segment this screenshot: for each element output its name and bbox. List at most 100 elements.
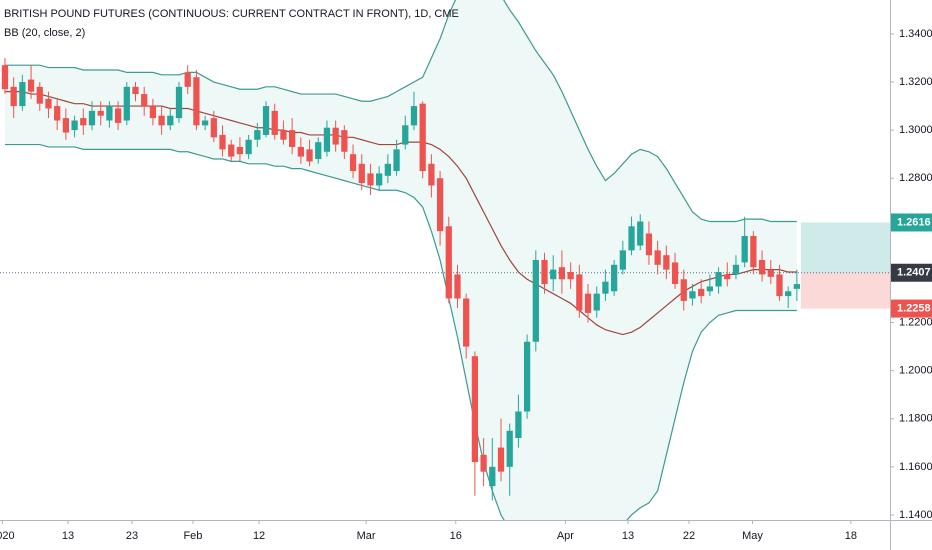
y-tick-label: 1.2200 [899, 316, 932, 328]
loss-zone [800, 272, 890, 309]
candle-body [19, 82, 26, 107]
candle-body [741, 235, 748, 263]
candle-body [602, 281, 609, 294]
candle-body [193, 77, 200, 126]
candle-body [132, 86, 139, 95]
x-tick-label: 12 [253, 530, 265, 542]
candle-body [724, 274, 731, 280]
price-label: 1.2407 [897, 267, 931, 279]
price-label-box [891, 213, 932, 232]
y-tick-label: 1.2800 [899, 172, 932, 184]
candle-body [785, 291, 792, 297]
x-tick-label: 23 [126, 530, 138, 542]
x-tick-label: 13 [622, 530, 634, 542]
candle-body [10, 86, 17, 107]
plot-area [0, 0, 890, 520]
candle-body [680, 279, 687, 301]
candle-body [280, 130, 287, 140]
y-tick-label: 1.1400 [899, 509, 932, 521]
bb-middle [4, 91, 797, 336]
candle-body [175, 86, 183, 119]
candle-body [593, 293, 600, 311]
candle-body [219, 134, 226, 150]
candle-body [619, 250, 626, 270]
candle-body [80, 118, 87, 126]
price-label-box [891, 263, 932, 282]
y-tick-label: 1.1600 [899, 461, 932, 473]
candle-body [245, 139, 252, 155]
candle-body [384, 163, 392, 176]
candle-body [289, 130, 296, 147]
candle-body [523, 341, 531, 412]
candle-body [567, 272, 574, 280]
candle-body [123, 86, 130, 121]
candle-body [558, 267, 566, 280]
x-tick-label: 2020 [0, 530, 15, 542]
candle-body [758, 260, 766, 275]
candle-body [141, 94, 148, 107]
candle-body [27, 79, 35, 92]
candle-body [1, 65, 9, 90]
bb-lower [4, 143, 797, 520]
indicator-label: BB (20, close, 2) [4, 27, 85, 39]
candle-body [671, 262, 679, 285]
candle-body [654, 250, 661, 265]
candle-body [88, 110, 96, 126]
candle-body [45, 98, 52, 109]
candle-body [689, 291, 696, 299]
candle-body [436, 178, 444, 232]
candle-body [323, 127, 331, 152]
x-tick-label: 22 [683, 530, 695, 542]
candle-body [663, 255, 670, 270]
candle-body [776, 274, 783, 297]
candle-body [767, 269, 774, 277]
candle-body [706, 286, 713, 292]
candle-body [532, 260, 539, 342]
candle-body [489, 466, 496, 487]
candle-body [698, 288, 705, 297]
candle-body [732, 264, 740, 275]
candle-body [228, 144, 235, 157]
candle-body [36, 86, 43, 104]
candle-body [332, 127, 339, 145]
price-label: 1.2616 [897, 216, 931, 228]
candle-body [454, 274, 461, 299]
candle-body [463, 298, 470, 347]
candle-body [637, 221, 644, 246]
candle-body [410, 106, 418, 126]
profit-zone [800, 222, 890, 273]
candle-body [445, 226, 452, 299]
price-label: 1.2258 [897, 302, 931, 314]
x-tick-label: Feb [183, 530, 202, 542]
candle-body [376, 173, 383, 186]
candle-body [62, 118, 70, 133]
candle-body [167, 115, 174, 126]
x-tick-label: 18 [845, 530, 857, 542]
candle-body [210, 118, 217, 138]
candle-body [402, 125, 409, 145]
candle-body [750, 235, 757, 268]
candle-body [315, 142, 322, 159]
band-fill [4, 0, 797, 520]
y-tick-label: 1.1800 [899, 413, 932, 425]
candle-body [584, 293, 592, 313]
x-tick-label: Apr [557, 530, 574, 542]
candle-body [793, 284, 801, 289]
candle-body [114, 108, 122, 123]
candle-body [158, 115, 165, 126]
candle-body [297, 146, 304, 157]
candle-body [576, 274, 583, 311]
candle-body [610, 264, 618, 292]
chart-title: BRITISH POUND FUTURES (CONTINUOUS: CURRE… [4, 8, 459, 20]
candle-body [106, 106, 113, 121]
candle-body [271, 110, 278, 135]
candle-body [184, 72, 191, 87]
candle-body [471, 356, 479, 463]
axes: 1.14001.16001.18001.20001.22001.24001.26… [0, 28, 932, 542]
candle-body [428, 163, 435, 186]
candle-body [149, 106, 157, 119]
candle-body [480, 454, 487, 472]
candle-body [262, 106, 270, 135]
candle-body [201, 120, 209, 126]
